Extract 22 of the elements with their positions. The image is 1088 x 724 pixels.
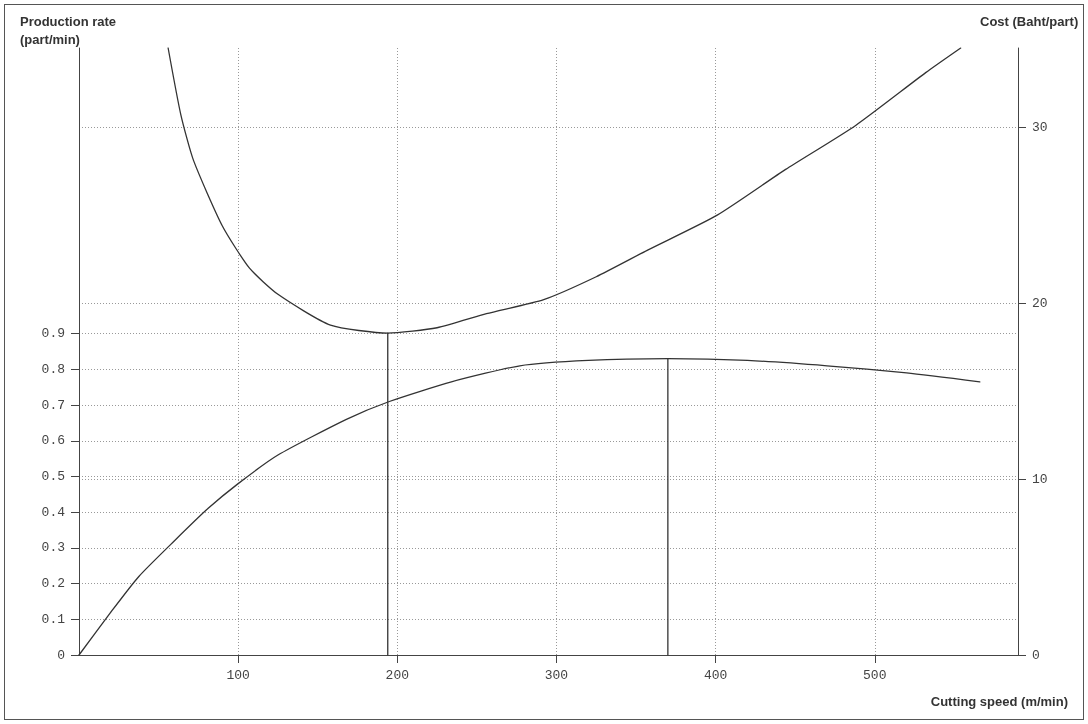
y-tick-label: 0.8 bbox=[41, 361, 65, 377]
y-tick-label: 0.7 bbox=[41, 397, 65, 413]
y-tick-label: 0.2 bbox=[41, 576, 65, 592]
y-tick-label: 0.1 bbox=[41, 611, 66, 627]
y2-axis-title: Cost (Baht/part) bbox=[980, 13, 1079, 29]
x-tick-label: 300 bbox=[544, 668, 569, 683]
x-tick-label: 500 bbox=[863, 668, 887, 683]
y2-tick-label: 10 bbox=[1032, 471, 1048, 487]
y-tick-label: 0.4 bbox=[41, 504, 66, 520]
y-tick-label: 0 bbox=[57, 647, 65, 663]
x-tick-label: 200 bbox=[385, 668, 410, 683]
y2-tick-label: 30 bbox=[1032, 119, 1048, 135]
y-tick-label: 0.9 bbox=[41, 326, 65, 342]
y-axis-title: Production rate (part/min) bbox=[20, 13, 120, 47]
x-axis-title: Cutting speed (m/min) bbox=[930, 694, 1068, 709]
y-tick-label: 0.5 bbox=[41, 468, 65, 484]
y2-tick-label: 0 bbox=[1032, 647, 1040, 663]
x-tick-label: 400 bbox=[703, 668, 728, 683]
y-tick-label: 0.3 bbox=[41, 540, 65, 556]
y2-tick-label: 20 bbox=[1032, 295, 1048, 311]
x-tick-label: 100 bbox=[226, 668, 250, 683]
y-tick-label: 0.6 bbox=[41, 433, 65, 449]
